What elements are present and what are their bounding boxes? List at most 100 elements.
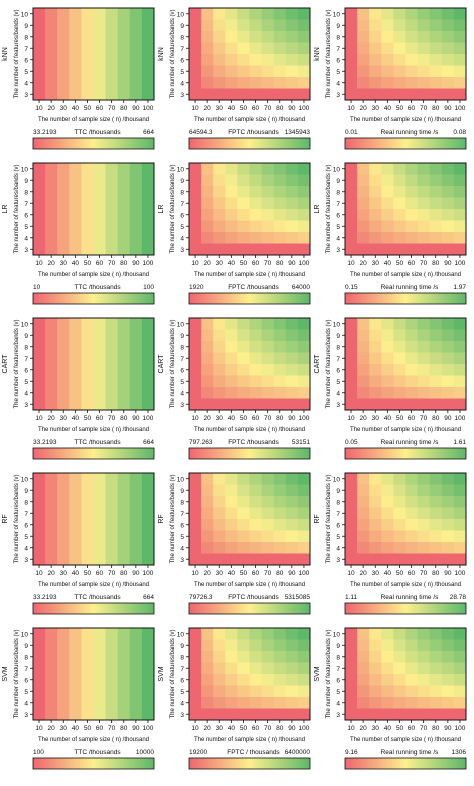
heatmap-cell — [81, 519, 94, 531]
colorbar-min-label: 10 — [33, 284, 41, 291]
heatmap-cell — [93, 31, 106, 43]
heatmap-cell — [405, 484, 418, 497]
heatmap-cell — [345, 708, 358, 721]
heatmap-cell — [405, 473, 418, 485]
x-tick-label: 80 — [120, 260, 128, 267]
heatmap-cell — [285, 662, 299, 675]
y-tick-label: 10 — [177, 321, 185, 328]
y-tick-label: 5 — [336, 224, 340, 231]
heatmap-cell — [141, 628, 155, 640]
x-axis-label: The number of sample size ( n) /thousand — [350, 737, 461, 743]
heatmap-cell — [261, 65, 275, 78]
heatmap-cell — [201, 232, 214, 244]
heatmap-cell — [273, 375, 287, 388]
heatmap-cell — [249, 651, 262, 663]
heatmap-cell — [81, 484, 94, 497]
heatmap-cell — [381, 628, 394, 640]
heatmap-cell — [429, 243, 443, 256]
heatmap-cell — [453, 639, 467, 652]
heatmap-cell — [57, 341, 70, 353]
heatmap-cell — [381, 708, 394, 721]
y-tick-label: 4 — [180, 80, 184, 87]
heatmap-cell — [237, 174, 250, 187]
heatmap-cell — [261, 232, 275, 244]
heatmap-cell — [81, 542, 94, 554]
heatmap-cell — [45, 651, 58, 663]
heatmap-cell — [285, 674, 299, 686]
y-tick-label: 9 — [336, 23, 340, 30]
heatmap-cell — [453, 473, 467, 485]
heatmap-cell — [357, 364, 370, 376]
heatmap-cell — [297, 163, 311, 175]
heatmap-cell — [273, 352, 287, 365]
heatmap-cell — [441, 639, 455, 652]
colorbar — [344, 137, 467, 150]
heatmap-cell — [105, 232, 119, 244]
heatmap-cell — [225, 8, 238, 20]
heatmap-cell — [189, 530, 202, 543]
heatmap-cell — [117, 507, 131, 520]
x-tick-label: 70 — [264, 570, 272, 577]
colorbar-min-label: 0.05 — [345, 439, 358, 446]
heatmap-cell — [345, 209, 358, 221]
heatmap-cell — [69, 496, 82, 508]
heatmap-cell — [429, 484, 443, 497]
heatmap-cell — [273, 163, 287, 175]
heatmap-cell — [201, 530, 214, 543]
heatmap-cell — [105, 651, 119, 663]
heatmap-cell — [357, 375, 370, 388]
heatmap-cell — [69, 42, 82, 55]
heatmap-cell — [285, 496, 299, 508]
heatmap-cell — [117, 496, 131, 508]
heatmap-cell — [117, 65, 131, 78]
heatmap-cell — [57, 364, 70, 376]
x-tick-label: 100 — [299, 415, 310, 422]
heatmap-cell — [429, 329, 443, 342]
heatmap-cell — [45, 398, 58, 411]
heatmap-cell — [81, 8, 94, 20]
heatmap-cell — [369, 341, 382, 353]
y-tick-label: 8 — [24, 344, 28, 351]
heatmap-cell — [417, 243, 431, 256]
heatmap-cell — [393, 77, 406, 89]
x-tick-label: 30 — [60, 725, 68, 732]
heatmap-cell — [369, 65, 382, 78]
heatmap-cell — [273, 8, 287, 20]
heatmap-cell — [417, 209, 431, 221]
heatmap-cell — [429, 77, 443, 89]
heatmap-cell — [417, 697, 431, 709]
heatmap-cell — [57, 318, 70, 330]
heatmap-cell — [201, 163, 214, 175]
heatmap-cell — [381, 8, 394, 20]
heatmap-cell — [45, 186, 58, 198]
heatmap-cell — [417, 708, 431, 721]
plot-frame — [344, 7, 467, 101]
heatmap-cell — [441, 628, 455, 640]
heatmap-cell — [285, 243, 299, 256]
y-tick-label: 10 — [333, 321, 341, 328]
heatmap-cell — [249, 209, 262, 221]
heatmap-cell — [201, 674, 214, 686]
heatmap-cell — [237, 674, 250, 686]
heatmap-cell — [141, 88, 155, 101]
y-tick-label: 6 — [180, 522, 184, 529]
heatmap-cell — [393, 209, 406, 221]
heatmap-cell — [261, 484, 275, 497]
heatmap-cell — [141, 8, 155, 20]
heatmap-cell — [105, 209, 119, 221]
y-tick-label: 4 — [180, 700, 184, 707]
heatmap-cell — [33, 19, 46, 32]
heatmap-cell — [33, 8, 46, 20]
heatmap-cell — [285, 628, 299, 640]
heatmap-cell — [357, 329, 370, 342]
heatmap-cell — [33, 341, 46, 353]
heatmap-cell — [93, 507, 106, 520]
heatmap-cell — [381, 553, 394, 566]
heatmap-cell — [93, 220, 106, 233]
x-tick-label: 80 — [120, 725, 128, 732]
heatmap-cell — [393, 31, 406, 43]
y-tick-label: 10 — [177, 166, 185, 173]
x-tick-label: 100 — [299, 260, 310, 267]
